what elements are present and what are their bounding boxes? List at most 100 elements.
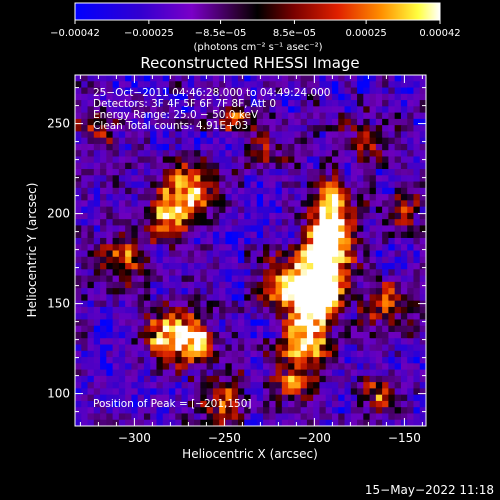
heatmap-cell: [269, 331, 277, 339]
heatmap-cell: [87, 219, 95, 227]
heatmap-cell: [100, 206, 107, 214]
heatmap-cell: [407, 81, 415, 89]
heatmap-cell: [231, 194, 239, 201]
heatmap-cell: [181, 344, 189, 352]
heatmap-cell: [400, 407, 408, 415]
heatmap-cell: [131, 87, 139, 95]
heatmap-cell: [137, 350, 145, 358]
heatmap-cell: [81, 143, 89, 151]
heatmap-cell: [75, 256, 82, 264]
heatmap-cell: [125, 200, 133, 208]
heatmap-cell: [206, 200, 214, 208]
heatmap-cell: [162, 313, 170, 321]
heatmap-cell: [263, 256, 270, 264]
heatmap-cell: [219, 131, 227, 139]
heatmap-cell: [175, 231, 183, 239]
heatmap-cell: [231, 169, 239, 176]
heatmap-cell: [237, 382, 245, 389]
heatmap-cell: [87, 106, 95, 114]
heatmap-cell: [375, 369, 383, 377]
heatmap-cell: [325, 400, 333, 408]
heatmap-cell: [357, 137, 364, 145]
heatmap-cell: [363, 181, 371, 189]
heatmap-cell: [169, 338, 176, 346]
heatmap-cell: [194, 250, 201, 258]
heatmap-cell: [338, 143, 346, 151]
heatmap-cell: [382, 344, 389, 352]
heatmap-cell: [400, 300, 408, 308]
heatmap-cell: [281, 194, 289, 201]
heatmap-cell: [137, 300, 145, 308]
heatmap-cell: [363, 344, 371, 352]
heatmap-cell: [206, 206, 214, 214]
heatmap-cell: [100, 375, 107, 383]
heatmap-cell: [143, 300, 151, 308]
heatmap-cell: [313, 357, 321, 364]
heatmap-cell: [331, 382, 339, 389]
heatmap-cell: [294, 325, 302, 333]
heatmap-cell: [244, 325, 252, 333]
heatmap-cell: [118, 112, 126, 120]
heatmap-cell: [275, 87, 283, 95]
heatmap-cell: [118, 413, 126, 421]
heatmap-cell: [150, 118, 158, 126]
heatmap-cell: [87, 369, 95, 377]
heatmap-cell: [281, 75, 289, 82]
heatmap-cell: [150, 169, 158, 176]
heatmap-cell: [357, 194, 364, 201]
heatmap-cell: [206, 131, 214, 139]
heatmap-cell: [331, 419, 339, 426]
heatmap-cell: [93, 169, 101, 176]
heatmap-cell: [413, 225, 421, 233]
heatmap-cell: [281, 93, 289, 101]
heatmap-cell: [363, 237, 371, 245]
heatmap-cell: [143, 400, 151, 408]
heatmap-cell: [275, 313, 283, 321]
heatmap-cell: [169, 382, 176, 389]
heatmap-cell: [187, 313, 195, 321]
heatmap-cell: [100, 169, 107, 176]
heatmap-cell: [106, 112, 114, 120]
heatmap-cell: [344, 118, 352, 126]
heatmap-cell: [219, 156, 227, 164]
heatmap-cell: [344, 382, 352, 389]
heatmap-cell: [93, 131, 101, 139]
heatmap-cell: [212, 275, 220, 283]
heatmap-cell: [106, 87, 114, 95]
heatmap-cell: [388, 112, 396, 120]
heatmap-cell: [300, 87, 308, 95]
heatmap-cell: [300, 382, 308, 389]
heatmap-cell: [250, 319, 258, 327]
heatmap-cell: [169, 413, 176, 421]
colorbar-tick-label: 0.00042: [419, 28, 460, 39]
heatmap-cell: [331, 169, 339, 176]
heatmap-cell: [131, 369, 139, 377]
heatmap-cell: [181, 382, 189, 389]
heatmap-cell: [169, 263, 176, 270]
heatmap-cell: [219, 200, 227, 208]
heatmap-cell: [156, 319, 164, 327]
heatmap-cell: [275, 407, 283, 415]
heatmap-cell: [100, 313, 107, 321]
heatmap-cell: [150, 87, 158, 95]
heatmap-cell: [219, 281, 227, 289]
heatmap-cell: [87, 231, 95, 239]
heatmap-cell: [294, 388, 302, 396]
heatmap-cell: [250, 250, 258, 258]
heatmap-cell: [388, 219, 396, 227]
heatmap-cell: [331, 375, 339, 383]
heatmap-cell: [288, 206, 295, 214]
heatmap-cell: [263, 150, 270, 158]
heatmap-cell: [313, 200, 321, 208]
heatmap-cell: [118, 231, 126, 239]
heatmap-cell: [300, 325, 308, 333]
heatmap-cell: [206, 100, 214, 107]
heatmap-cell: [344, 269, 352, 277]
heatmap-cell: [256, 388, 264, 396]
heatmap-cell: [344, 331, 352, 339]
heatmap-cell: [106, 256, 114, 264]
heatmap-cell: [256, 181, 264, 189]
heatmap-cell: [162, 125, 170, 133]
heatmap-cell: [131, 263, 139, 270]
heatmap-cell: [118, 162, 126, 170]
